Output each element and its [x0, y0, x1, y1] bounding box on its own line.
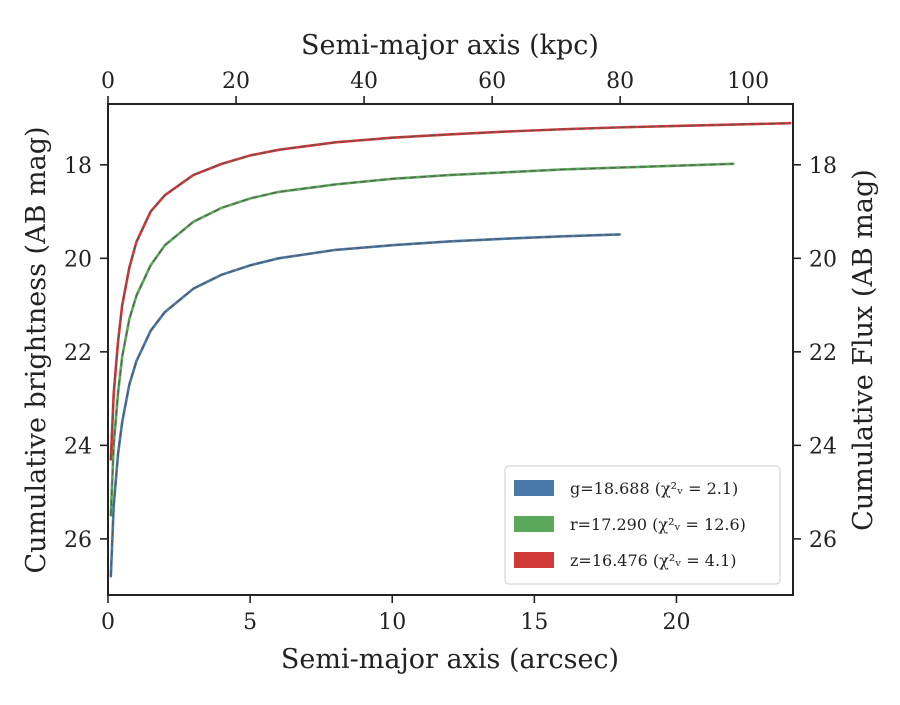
y-tick-label: 22 [64, 341, 92, 366]
y2-tick-label: 22 [809, 341, 837, 366]
series-line-1 [109, 162, 735, 517]
y2-tick-label: 26 [809, 528, 837, 553]
y2-tick-label: 20 [809, 247, 837, 272]
legend-swatch-1 [514, 516, 554, 532]
x2-axis-label: Semi-major axis (kpc) [301, 30, 599, 61]
legend-label-2: z=16.476 (χ²ᵥ = 4.1) [570, 551, 736, 570]
x2-tick-label: 100 [727, 69, 769, 94]
y2-tick-label: 24 [809, 434, 837, 459]
x-tick-label: 15 [520, 610, 548, 635]
legend-label-1: r=17.290 (χ²ᵥ = 12.6) [570, 515, 746, 534]
x-tick-label: 5 [243, 610, 257, 635]
x2-tick-label: 60 [478, 69, 506, 94]
series-line-2 [109, 121, 792, 461]
y-tick-label: 20 [64, 247, 92, 272]
x-tick-label: 10 [378, 610, 406, 635]
x-tick-label: 0 [101, 610, 115, 635]
series-fit-line-1 [110, 163, 734, 516]
y-tick-label: 24 [64, 434, 92, 459]
y2-tick-label: 18 [809, 154, 837, 179]
legend-swatch-2 [514, 552, 554, 568]
series-fit-line-2 [110, 122, 791, 460]
y-tick-label: 26 [64, 528, 92, 553]
plot-area [109, 121, 792, 578]
series-fit-line-0 [110, 233, 620, 577]
legend: g=18.688 (χ²ᵥ = 2.1) r=17.290 (χ²ᵥ = 12.6… [504, 465, 781, 585]
legend-label-0: g=18.688 (χ²ᵥ = 2.1) [570, 479, 738, 498]
y2-axis-label: Cumulative Flux (AB mag) [848, 169, 879, 531]
y-tick-label: 18 [64, 154, 92, 179]
legend-swatch-0 [514, 480, 554, 496]
plot-frame [107, 103, 794, 596]
x2-tick-label: 40 [350, 69, 378, 94]
y-axis-label: Cumulative brightness (AB mag) [21, 126, 52, 573]
x2-tick-label: 20 [222, 69, 250, 94]
x-axis-label: Semi-major axis (arcsec) [281, 644, 619, 675]
x-tick-label: 20 [662, 610, 690, 635]
axes: 0 5 10 15 20 0 20 40 60 80 100 18 18 20 20 22 22 24 24 26 26 [64, 69, 837, 635]
x2-tick-label: 80 [606, 69, 634, 94]
legend-box [504, 465, 781, 585]
x2-tick-label: 0 [101, 69, 115, 94]
